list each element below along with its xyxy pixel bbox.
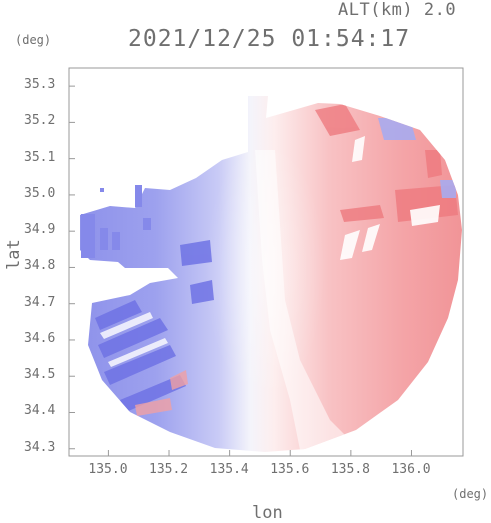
x-axis-label: lon xyxy=(252,503,283,523)
plot-frame xyxy=(68,67,464,457)
y-tick-label: 35.0 xyxy=(24,185,56,201)
y-tick-label: 34.9 xyxy=(24,222,56,238)
timestamp-title: 2021/12/25 01:54:17 xyxy=(128,26,411,52)
x-axis-unit: (deg) xyxy=(452,487,489,501)
y-tick-label: 34.8 xyxy=(24,258,56,274)
gap-streaks xyxy=(100,312,168,367)
x-tick-label: 136.0 xyxy=(391,462,431,477)
y-tick-label: 34.6 xyxy=(24,330,56,346)
axis-ticks xyxy=(69,85,412,456)
y-tick-label: 34.3 xyxy=(24,439,56,455)
x-tick-label: 135.2 xyxy=(149,462,189,477)
velocity-field xyxy=(80,96,462,452)
isolated-echoes xyxy=(81,185,151,258)
x-tick-label: 135.6 xyxy=(270,462,310,477)
y-tick-label: 34.5 xyxy=(24,367,56,383)
x-tick-label: 135.8 xyxy=(330,462,370,477)
approaching-echoes xyxy=(95,240,214,412)
y-tick-label: 35.2 xyxy=(24,113,56,129)
white-streaks-east xyxy=(340,136,440,260)
x-tick-label: 135.0 xyxy=(88,462,128,477)
y-tick-label: 35.1 xyxy=(24,149,56,165)
y-tick-label: 35.3 xyxy=(24,77,56,93)
y-tick-label: 34.4 xyxy=(24,403,56,419)
altitude-label: ALT(km) 2.0 xyxy=(338,0,457,20)
x-tick-label: 135.4 xyxy=(209,462,249,477)
zero-velocity-band xyxy=(255,150,355,450)
y-tick-label: 34.7 xyxy=(24,294,56,310)
receding-speckles-west xyxy=(135,370,188,416)
y-axis-unit: (deg) xyxy=(15,33,52,47)
